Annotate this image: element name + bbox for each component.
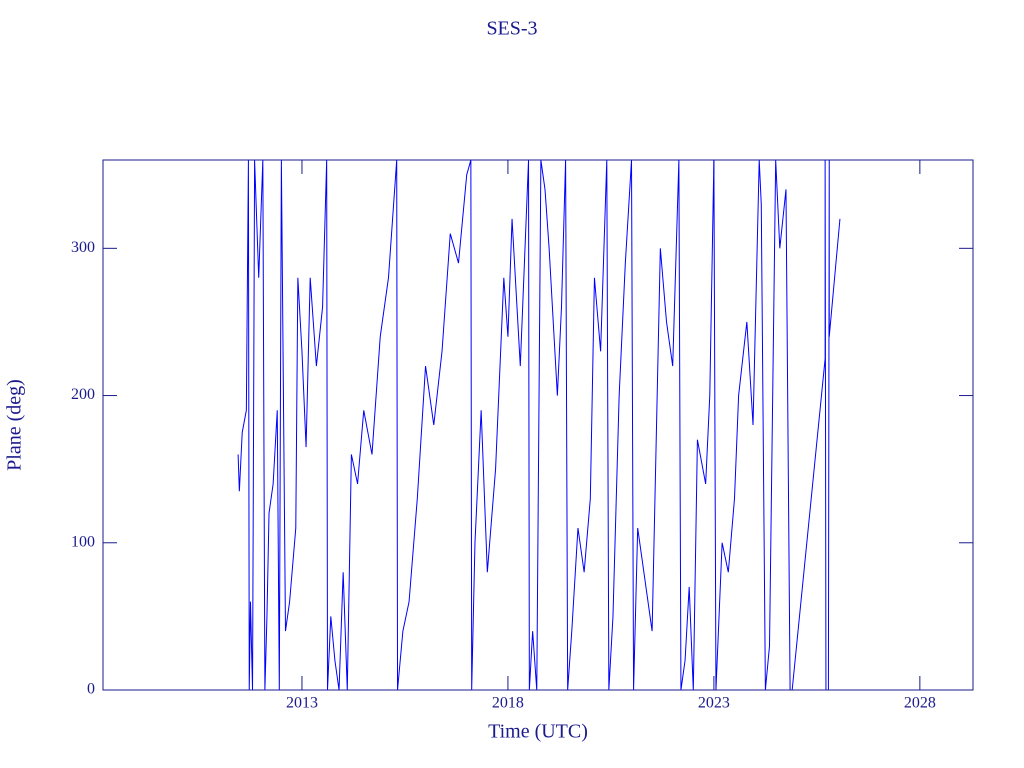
x-axis-label: Time (UTC) [488,721,588,743]
y-tick-label: 200 [71,386,95,403]
y-axis-label: Plane (deg) [4,379,26,471]
chart-title: SES-3 [486,18,537,40]
y-tick-label: 300 [71,239,95,256]
x-tick-label: 2028 [904,695,936,712]
y-tick-label: 0 [87,681,95,698]
series-line [237,159,841,691]
plot-frame [102,159,974,691]
x-tick-label: 2023 [698,695,730,712]
y-tick-label: 100 [71,533,95,550]
x-tick-label: 2013 [286,695,318,712]
x-tick-label: 2018 [492,695,524,712]
